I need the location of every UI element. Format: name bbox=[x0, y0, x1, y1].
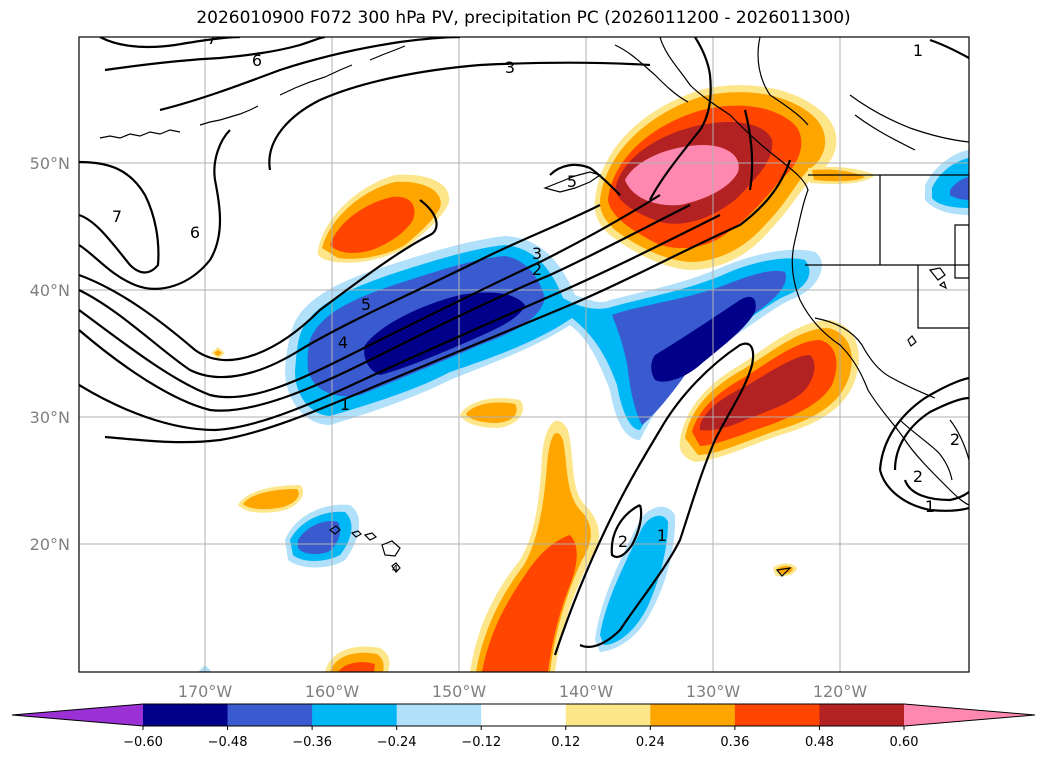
lon-tick-label: 140°W bbox=[559, 682, 614, 701]
map-title: 2026010900 F072 300 hPa PV, precipitatio… bbox=[196, 8, 851, 28]
lat-tick-label: 20°N bbox=[30, 535, 70, 554]
map-plot-area: 7 6 3 1 7 6 5 3 2 5 4 1 2 1 2 1 2 4 bbox=[79, 29, 969, 672]
contour-label: 1 bbox=[925, 497, 935, 516]
colorbar-tick-label: −0.60 bbox=[123, 735, 163, 750]
negative-precip-anomaly-subtropics bbox=[595, 506, 676, 652]
contour-label: 1 bbox=[340, 395, 350, 414]
contour-label: 4 bbox=[392, 564, 398, 575]
lon-tick-label: 150°W bbox=[432, 682, 487, 701]
colorbar-tick-label: −0.36 bbox=[292, 735, 332, 750]
contour-label: 3 bbox=[505, 58, 515, 77]
colorbar-tick-label: −0.12 bbox=[461, 735, 501, 750]
contour-label: 1 bbox=[657, 526, 667, 545]
lon-tick-label: 130°W bbox=[686, 682, 741, 701]
colorbar-tick-label: 0.12 bbox=[551, 735, 580, 750]
contour-label: 7 bbox=[207, 29, 217, 48]
negative-precip-anomaly-hawaii bbox=[285, 504, 360, 568]
colorbar-tick-label: 0.48 bbox=[805, 735, 834, 750]
positive-precip-anomaly-south bbox=[470, 420, 600, 672]
latitude-ticks: 50°N 40°N 30°N 20°N bbox=[30, 154, 70, 554]
contour-label: 5 bbox=[567, 172, 577, 191]
positive-precip-anomaly-patches bbox=[198, 347, 797, 672]
contour-label: 1 bbox=[913, 41, 923, 60]
map-frame bbox=[78, 36, 970, 673]
colorbar-bin bbox=[819, 704, 905, 726]
contour-label: 6 bbox=[190, 223, 200, 242]
contour-label: 2 bbox=[950, 430, 960, 449]
colorbar-tick-label: −0.24 bbox=[377, 735, 417, 750]
contour-label: 2 bbox=[913, 467, 923, 486]
lat-tick-label: 50°N bbox=[30, 154, 70, 173]
colorbar-tick-label: 0.36 bbox=[720, 735, 749, 750]
colorbar-tick-label: −0.48 bbox=[208, 735, 248, 750]
colorbar-bin bbox=[312, 704, 398, 726]
longitude-ticks: 170°W 160°W 150°W 140°W 130°W 120°W bbox=[178, 682, 868, 701]
lon-tick-label: 120°W bbox=[813, 682, 868, 701]
negative-precip-anomaly-northeast bbox=[925, 150, 969, 215]
colorbar-bin bbox=[396, 704, 482, 726]
colorbar-extension-low bbox=[12, 704, 143, 726]
positive-precip-anomaly-north-central bbox=[317, 174, 450, 263]
colorbar-tick-label: 0.24 bbox=[636, 735, 665, 750]
lon-tick-label: 170°W bbox=[178, 682, 233, 701]
colorbar-bin bbox=[481, 704, 567, 726]
contour-label: 7 bbox=[112, 207, 122, 226]
colorbar-bin bbox=[227, 704, 313, 726]
contour-label: 5 bbox=[361, 295, 371, 314]
colorbar-bin bbox=[565, 704, 651, 726]
lat-tick-label: 30°N bbox=[30, 408, 70, 427]
contour-label: 4 bbox=[338, 333, 348, 352]
colorbar-bin bbox=[650, 704, 736, 726]
lat-tick-label: 40°N bbox=[30, 281, 70, 300]
pv-contours bbox=[79, 37, 969, 656]
contour-label: 2 bbox=[618, 532, 628, 551]
positive-precip-anomaly-east bbox=[679, 320, 859, 462]
colorbar-bin bbox=[734, 704, 820, 726]
contour-label: 2 bbox=[532, 260, 542, 279]
contour-label: 3 bbox=[532, 244, 542, 263]
lon-tick-label: 160°W bbox=[305, 682, 360, 701]
pv-contour-labels: 7 6 3 1 7 6 5 3 2 5 4 1 2 1 2 1 2 4 bbox=[112, 29, 960, 575]
colorbar-tick-label: 0.60 bbox=[890, 735, 919, 750]
colorbar-bin bbox=[143, 704, 229, 726]
negative-precip-anomaly-central bbox=[285, 236, 822, 440]
colorbar: −0.60 −0.48 −0.36 −0.24 −0.12 0.12 0.24 0.36 0.4… bbox=[11, 703, 1036, 750]
colorbar-extension-high bbox=[904, 704, 1035, 726]
contour-label: 6 bbox=[252, 51, 262, 70]
